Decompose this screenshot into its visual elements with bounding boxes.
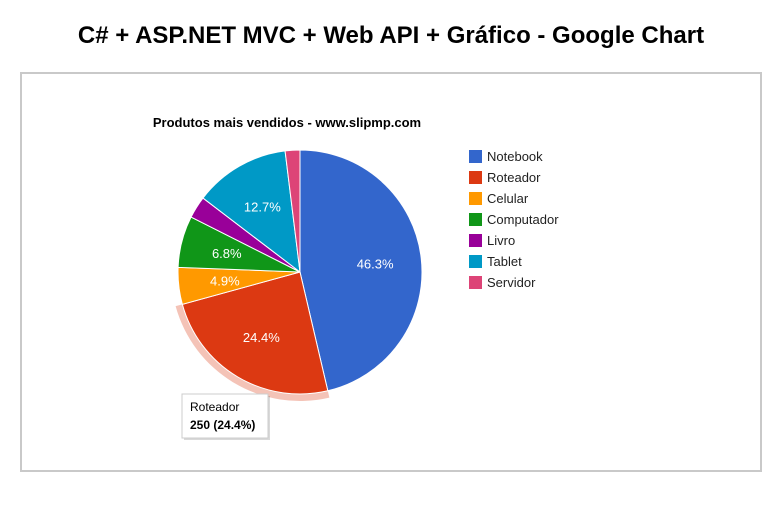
tooltip: Roteador 250 (24.4%) [181,393,270,440]
slice-label-notebook: 46.3% [357,256,394,271]
legend-label-livro[interactable]: Livro [487,233,515,248]
tooltip-box [181,393,269,439]
pie-slice-servidor[interactable] [284,149,301,273]
legend-swatch-computador [469,213,482,226]
highlight-ring [175,304,330,401]
legend-swatch-tablet [469,255,482,268]
labels-layer: 46.3% 24.4% 4.9% 6.8% 12.7% [210,199,394,345]
pie-slice-roteador[interactable] [181,271,329,395]
slice-label-roteador: 24.4% [243,330,280,345]
legend-swatch-celular [469,192,482,205]
legend-swatch-notebook [469,150,482,163]
slice-label-computador: 6.8% [212,246,242,261]
slices-layer [175,149,423,401]
legend-label-tablet[interactable]: Tablet [487,254,522,269]
page-title: C# + ASP.NET MVC + Web API + Gráfico - G… [77,22,705,49]
tooltip-category: Roteador [190,400,239,414]
chart-title: Produtos mais vendidos - www.slipmp.com [153,115,421,130]
pie-slice-notebook[interactable] [299,149,423,392]
legend-swatch-livro [469,234,482,247]
slice-label-tablet: 12.7% [244,199,281,214]
legend-label-celular[interactable]: Celular [487,191,529,206]
legend-swatch-servidor [469,276,482,289]
legend-swatch-roteador [469,171,482,184]
pie-slice-tablet[interactable] [202,150,301,274]
tooltip-value: 250 (24.4%) [190,418,255,432]
legend-label-roteador[interactable]: Roteador [487,170,541,185]
legend-label-servidor[interactable]: Servidor [487,275,536,290]
legend: Notebook Roteador Celular Computador Livro Ta… [469,149,559,290]
legend-label-notebook[interactable]: Notebook [487,149,543,164]
legend-label-computador[interactable]: Computador [487,212,559,227]
slice-label-celular: 4.9% [210,274,240,289]
